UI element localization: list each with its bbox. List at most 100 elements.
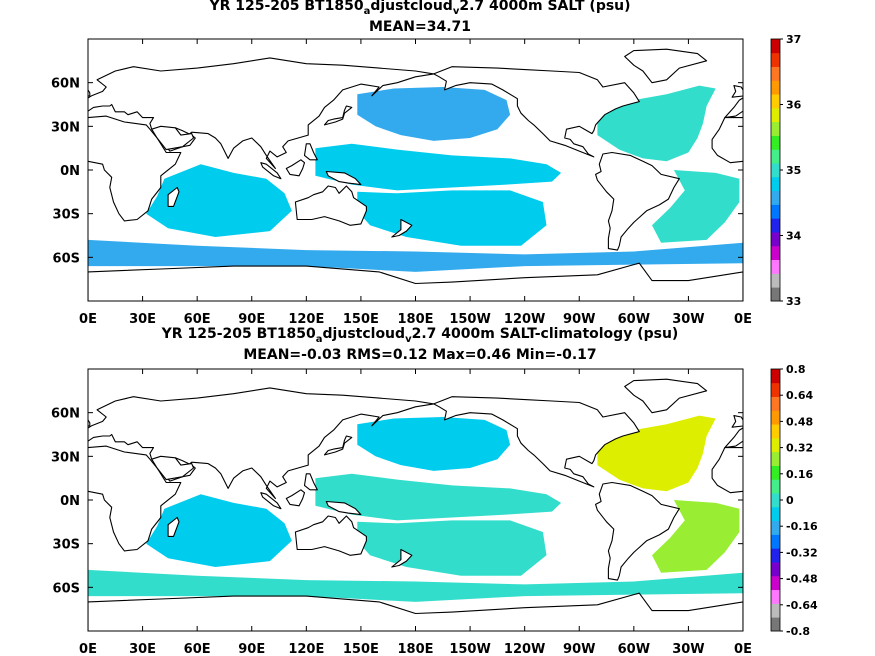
coastline-south-america <box>595 481 680 581</box>
colorbar-label: -0.32 <box>786 546 818 559</box>
y-tick-label: 60N <box>51 77 80 92</box>
panel1-subtitle: MEAN=34.71 <box>368 19 472 35</box>
region-north-pacific <box>357 87 511 141</box>
colorbar-swatch <box>771 176 780 192</box>
coastline-africa-wrap <box>711 447 743 494</box>
colorbar-swatch <box>771 603 780 618</box>
colorbar-swatch <box>771 80 780 95</box>
coastline-australia <box>294 185 367 226</box>
colorbar-swatch <box>771 534 780 549</box>
x-tick-label: 60E <box>184 642 211 656</box>
colorbar-swatch <box>771 506 780 522</box>
colorbar-swatch <box>771 410 780 425</box>
x-tick-label: 90W <box>563 312 595 327</box>
colorbar-swatch <box>771 575 780 591</box>
colorbar-swatch <box>771 382 780 397</box>
colorbar-swatch <box>771 259 780 274</box>
colorbar-swatch <box>771 520 780 535</box>
colorbar-label: 0.48 <box>786 415 813 428</box>
panel1-title: YR 125-205 BT1850adjustcloudv2.7 4000m S… <box>209 0 631 17</box>
colorbar-swatch <box>771 369 780 384</box>
colorbar-label: 37 <box>786 33 801 46</box>
region-south-atlantic <box>652 170 740 243</box>
colorbar-swatch <box>771 149 780 164</box>
colorbar-swatch <box>771 121 780 136</box>
colorbar-label: -0.48 <box>786 573 818 586</box>
coastline-greenland <box>624 378 708 414</box>
colorbar-label: 0.8 <box>786 363 806 376</box>
region-north-pacific <box>357 417 511 471</box>
x-tick-label: 0E <box>734 312 752 327</box>
coastline-antarctica <box>88 592 743 631</box>
coastline-north-america <box>433 396 640 488</box>
region-equatorial-pacific <box>315 473 562 521</box>
coastline-north-america <box>433 66 640 158</box>
colorbar-swatch <box>771 218 780 233</box>
y-tick-label: 30S <box>53 208 80 223</box>
colorbar: 0.8 0.64 0.48 0.32 0.16 0 -0.16 -0.32 -0.48 -0.64… <box>770 363 818 638</box>
colorbar-swatch <box>771 39 780 54</box>
coastline-uk-wrap <box>731 415 743 428</box>
y-tick-label: 30N <box>51 120 80 135</box>
colorbar-swatch <box>771 66 780 81</box>
panel2-subtitle: MEAN=-0.03 RMS=0.12 Max=0.46 Min=-0.17 <box>243 347 597 363</box>
coastline-arabia-patch <box>151 125 195 151</box>
coastline-africa-wrap <box>711 117 743 164</box>
colorbar-swatch <box>771 52 780 67</box>
colorbar-label: 0 <box>786 494 794 507</box>
x-tick-label: 0E <box>79 312 97 327</box>
panel2-title: YR 125-205 BT1850adjustcloudv2.7 4000m S… <box>161 326 679 345</box>
colorbar-swatch <box>771 245 780 261</box>
region-southern-ocean <box>88 239 743 272</box>
coastline-philippines <box>303 473 318 491</box>
coastline-new-guinea <box>325 500 362 516</box>
colorbar-swatch <box>771 589 780 604</box>
x-tick-label: 30E <box>129 642 156 656</box>
colorbar-label: -0.8 <box>786 625 810 638</box>
colorbar-swatch <box>771 232 780 247</box>
region-south-atlantic <box>652 500 740 573</box>
colorbar-swatch <box>771 287 780 302</box>
x-tick-label: 120E <box>288 642 324 656</box>
colorbar-label: -0.64 <box>786 599 818 612</box>
colorbar-swatch <box>771 451 780 466</box>
x-tick-label: 180E <box>397 642 433 656</box>
coastline-greenland <box>624 48 708 84</box>
coastline-philippines <box>303 143 318 161</box>
colorbar-label: 34 <box>786 230 802 243</box>
coastline-africa <box>88 115 182 222</box>
coastline-japan <box>323 105 353 126</box>
salinity-field <box>88 415 743 602</box>
region-equatorial-pacific <box>315 143 562 191</box>
colorbar-swatch <box>771 437 780 453</box>
coastline-madagascar <box>167 186 180 207</box>
coastline-australia <box>294 515 367 556</box>
coastline-borneo <box>285 159 306 177</box>
region-southern-ocean <box>88 569 743 602</box>
x-tick-label: 90E <box>238 312 265 327</box>
y-tick-label: 30N <box>51 450 80 465</box>
x-tick-label: 150W <box>449 642 490 656</box>
y-tick-label: 30S <box>53 538 80 553</box>
coastlines <box>88 48 743 301</box>
x-tick-label: 30E <box>129 312 156 327</box>
colorbar-label: 36 <box>786 99 802 112</box>
coastline-africa <box>88 445 182 552</box>
coastline-madagascar <box>167 516 180 537</box>
y-tick-label: 0N <box>60 494 80 509</box>
x-tick-label: 90E <box>238 642 265 656</box>
x-tick-label: 30W <box>672 312 704 327</box>
colorbar-swatch <box>771 396 780 411</box>
region-indian-ocean <box>146 494 292 567</box>
colorbar-swatch <box>771 163 780 178</box>
coastline-japan <box>323 435 353 456</box>
colorbar-swatch <box>771 204 780 219</box>
colorbar-label: -0.16 <box>786 520 818 533</box>
colorbar-label: 0.16 <box>786 468 813 481</box>
colorbar-swatch <box>771 424 780 439</box>
x-tick-label: 150E <box>343 642 379 656</box>
x-tick-label: 30W <box>672 642 704 656</box>
colorbar: 37 36 35 34 33 <box>770 33 802 308</box>
colorbar-label: 33 <box>786 295 801 308</box>
